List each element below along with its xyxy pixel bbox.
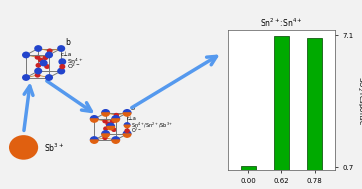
Text: b: b (66, 38, 71, 47)
Circle shape (105, 122, 111, 126)
Wedge shape (90, 140, 98, 143)
Circle shape (125, 129, 129, 132)
Title: Sn$^{2+}$:Sn$^{4+}$: Sn$^{2+}$:Sn$^{4+}$ (260, 17, 303, 29)
Text: b: b (130, 106, 134, 111)
Bar (307, 38, 322, 181)
Circle shape (39, 60, 48, 66)
Wedge shape (123, 131, 131, 134)
Circle shape (47, 48, 52, 53)
Wedge shape (112, 119, 119, 122)
Wedge shape (112, 116, 119, 119)
Wedge shape (107, 123, 114, 126)
Circle shape (42, 55, 48, 60)
Wedge shape (102, 131, 109, 134)
Circle shape (102, 119, 108, 123)
Text: c⊥a: c⊥a (127, 116, 137, 121)
Text: Sn$^{4+}$/Sn$^{2+}$/Sb$^{3+}$: Sn$^{4+}$/Sn$^{2+}$/Sb$^{3+}$ (131, 121, 173, 130)
Wedge shape (124, 123, 130, 125)
Circle shape (45, 74, 53, 81)
Circle shape (102, 136, 108, 140)
Wedge shape (90, 116, 98, 119)
Wedge shape (107, 126, 114, 130)
Wedge shape (112, 137, 119, 140)
Circle shape (35, 63, 41, 68)
Circle shape (110, 119, 115, 124)
Circle shape (22, 52, 30, 58)
Circle shape (38, 58, 44, 63)
Wedge shape (90, 137, 98, 140)
Y-axis label: SO$_2$ response: SO$_2$ response (355, 76, 362, 125)
Circle shape (60, 65, 65, 69)
Circle shape (111, 128, 117, 132)
Circle shape (35, 73, 41, 78)
Circle shape (57, 68, 65, 74)
Circle shape (34, 68, 42, 74)
Bar (274, 36, 289, 181)
Wedge shape (102, 113, 109, 116)
Text: Sn$^{4+}$: Sn$^{4+}$ (67, 57, 84, 66)
Circle shape (103, 126, 109, 131)
Circle shape (44, 64, 50, 69)
Circle shape (35, 55, 41, 60)
Text: Sb$^{3+}$: Sb$^{3+}$ (44, 141, 64, 154)
Wedge shape (123, 134, 131, 137)
Wedge shape (112, 140, 119, 143)
Circle shape (114, 113, 119, 117)
Circle shape (45, 52, 53, 58)
Circle shape (34, 45, 42, 52)
Wedge shape (102, 134, 109, 137)
Circle shape (57, 45, 65, 52)
Wedge shape (102, 110, 109, 113)
Circle shape (59, 59, 66, 64)
Text: c⊥a: c⊥a (61, 52, 72, 57)
Wedge shape (90, 119, 98, 122)
Text: O$^{2-}$: O$^{2-}$ (131, 126, 142, 135)
Circle shape (22, 74, 30, 81)
Wedge shape (123, 113, 131, 116)
Circle shape (9, 135, 38, 160)
Wedge shape (123, 110, 131, 113)
Bar (241, 166, 256, 181)
Wedge shape (124, 125, 130, 128)
Text: O$^{2-}$: O$^{2-}$ (67, 62, 81, 71)
